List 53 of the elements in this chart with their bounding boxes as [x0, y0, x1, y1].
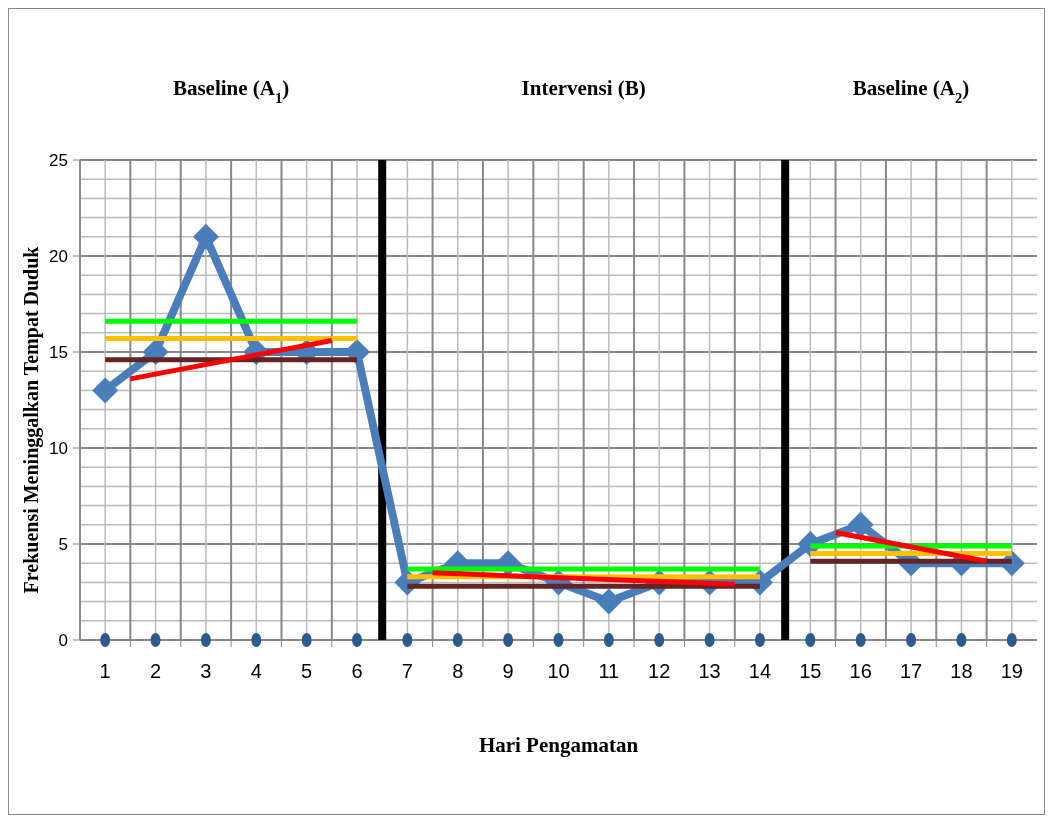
y-tick-label: 5	[58, 535, 68, 554]
x-tick-label: 10	[547, 660, 570, 682]
x-tick-label: 2	[149, 660, 162, 682]
x-tick-label: 7	[401, 660, 413, 682]
y-axis-title: Frekuensi Meninggalkan Tempat Duduk	[20, 245, 43, 594]
text: Intervensi (B)	[521, 76, 646, 100]
point	[402, 633, 413, 647]
point	[92, 377, 119, 404]
x-tick-label: 17	[899, 660, 923, 682]
point	[200, 633, 211, 647]
x-tick-label: 6	[351, 660, 363, 682]
x-tick-label: 4	[250, 660, 262, 682]
x-tick-label: 9	[502, 660, 514, 682]
x-tick-label: 12	[648, 660, 671, 682]
point	[301, 633, 312, 647]
x-tick-label: 15	[799, 660, 822, 682]
point	[906, 633, 917, 647]
x-tick-label: 14	[748, 660, 772, 682]
point	[553, 633, 564, 647]
y-tick-label: 15	[49, 343, 68, 362]
x-tick-label: 16	[849, 660, 872, 682]
point	[150, 633, 161, 647]
point	[352, 633, 363, 647]
point	[192, 223, 219, 250]
point	[654, 633, 665, 647]
y-tick-label: 0	[58, 631, 68, 650]
point	[251, 633, 262, 647]
y-tick-label: 25	[49, 151, 68, 170]
x-tick-label: 8	[452, 660, 464, 682]
point	[503, 633, 514, 647]
y-tick-label: 20	[49, 247, 68, 266]
x-tick-label: 5	[301, 660, 313, 682]
y-tick-label: 10	[49, 439, 68, 458]
point	[603, 633, 614, 647]
point	[452, 633, 463, 647]
point	[100, 633, 111, 647]
x-tick-label: 1	[99, 660, 111, 682]
point	[847, 511, 874, 538]
point	[704, 633, 715, 647]
text: Baseline (A$_{1}$)	[172, 76, 290, 106]
x-tick-label: 19	[1000, 660, 1023, 682]
text: Baseline (A$_{2}$)	[852, 76, 970, 106]
x-tick-label: 13	[698, 660, 721, 682]
point	[805, 633, 816, 647]
x-axis-title: Hari Pengamatan	[478, 733, 639, 757]
point	[754, 633, 765, 647]
x-tick-label: 3	[200, 660, 212, 682]
point	[1006, 633, 1017, 647]
x-tick-label: 18	[950, 660, 973, 682]
point	[855, 633, 866, 647]
point	[595, 588, 622, 615]
point	[956, 633, 967, 647]
x-tick-label: 11	[598, 660, 620, 682]
